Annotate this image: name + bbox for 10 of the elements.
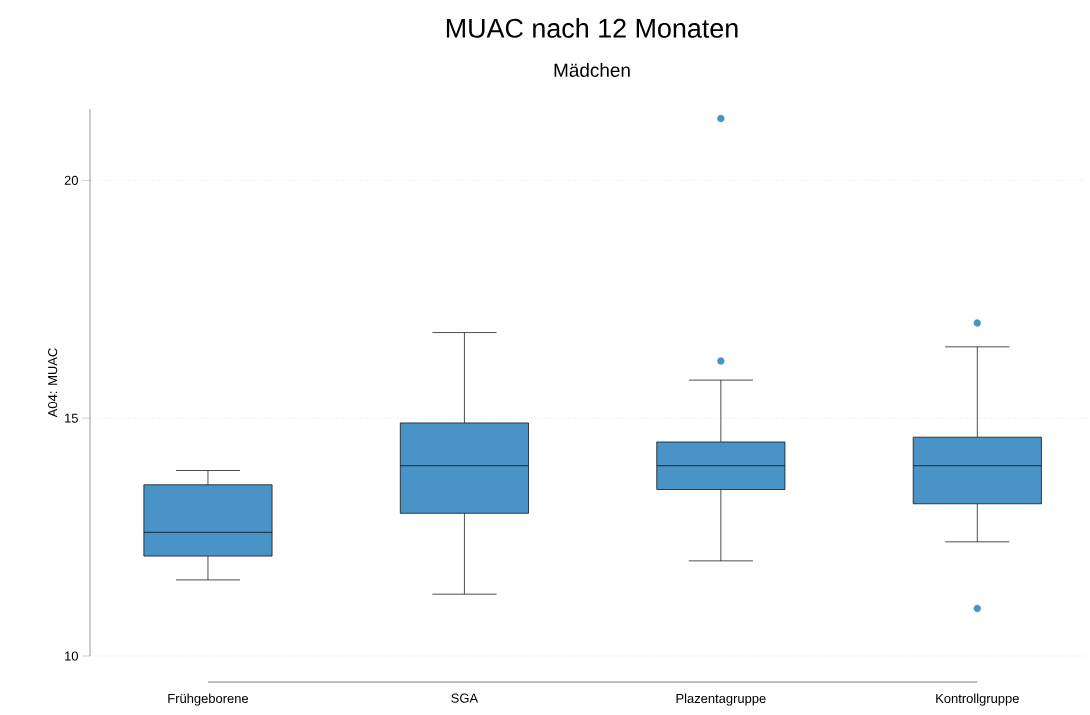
x-tick-label: Frühgeborene [168,693,249,706]
x-tick-label: SGA [451,693,479,703]
y-tick-label: 20 [64,175,78,185]
y-tick-label: 10 [65,651,78,661]
x-tick-label: Plazentagruppe [676,693,766,706]
y-tick-label: 15 [65,413,78,423]
chart-subtitle: Mädchen [554,63,630,77]
y-axis-title: A04: MUAC [48,348,58,418]
chart-title: MUAC nach 12 Monaten [446,18,738,38]
x-tick-label: Kontrollgruppe [936,693,1019,706]
